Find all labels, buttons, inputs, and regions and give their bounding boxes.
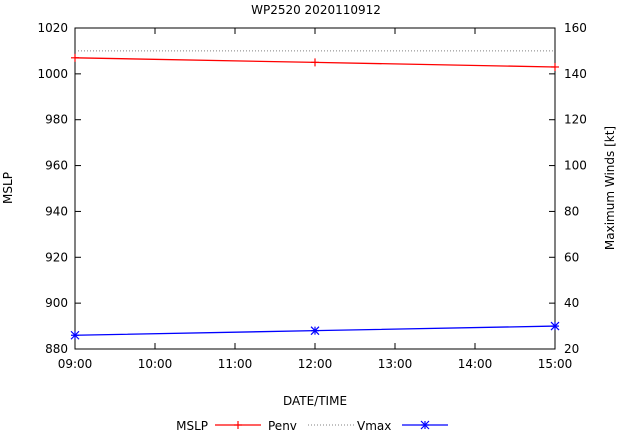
axis-ticks: 09:00 10:00 11:00 12:00 13:00 14:00 15:00 880 90… (37, 21, 586, 371)
x-axis-label: DATE/TIME (283, 394, 347, 408)
y-left-tick-label: 1020 (37, 21, 68, 35)
y-left-tick-label: 880 (45, 342, 68, 356)
legend-penv-marker (234, 421, 242, 429)
y-right-tick-label: 120 (564, 113, 587, 127)
series-penv-point (71, 53, 79, 62)
legend-label-penv: Penv (268, 419, 297, 432)
series-vmax-point-d2 (310, 326, 320, 336)
y-right-tick-label: 100 (564, 159, 587, 173)
series-vmax-point (70, 330, 80, 340)
legend-title: MSLP (176, 419, 208, 432)
y-right-tick-label: 60 (564, 250, 579, 264)
x-tick-label: 12:00 (298, 357, 333, 371)
y-right-tick-label: 20 (564, 342, 579, 356)
y-left-axis-label: MSLP (1, 172, 15, 204)
chart-title: WP2520 2020110912 (251, 3, 381, 17)
series-vmax-point (550, 321, 560, 331)
legend: MSLP Penv Vmax (176, 419, 448, 432)
y-left-tick-label: 1000 (37, 67, 68, 81)
x-tick-label: 09:00 (58, 357, 93, 371)
y-right-tick-label: 80 (564, 204, 579, 218)
series-vmax-point (310, 326, 320, 336)
series-vmax-point-d2 (70, 330, 80, 340)
y-right-tick-label: 140 (564, 67, 587, 81)
y-left-tick-label: 920 (45, 250, 68, 264)
legend-label-vmax: Vmax (357, 419, 391, 432)
y-left-tick-label: 960 (45, 159, 68, 173)
y-right-tick-label: 40 (564, 296, 579, 310)
legend-vmax-marker (420, 420, 430, 430)
series-vmax-point-d2 (550, 321, 560, 331)
plot-frame (74, 27, 556, 350)
y-right-axis-label: Maximum Winds [kt] (603, 126, 617, 250)
y-left-tick-label: 980 (45, 113, 68, 127)
y-right-tick-label: 160 (564, 21, 587, 35)
series-penv-point (551, 62, 559, 71)
legend-vmax-marker-d2 (420, 420, 430, 430)
series-penv-point (311, 58, 319, 67)
y-left-tick-label: 900 (45, 296, 68, 310)
x-tick-label: 15:00 (538, 357, 573, 371)
x-tick-label: 10:00 (138, 357, 173, 371)
x-tick-label: 14:00 (458, 357, 493, 371)
x-tick-label: 13:00 (378, 357, 413, 371)
x-tick-label: 11:00 (218, 357, 253, 371)
y-left-tick-label: 940 (45, 204, 68, 218)
series-layer (70, 50, 560, 340)
